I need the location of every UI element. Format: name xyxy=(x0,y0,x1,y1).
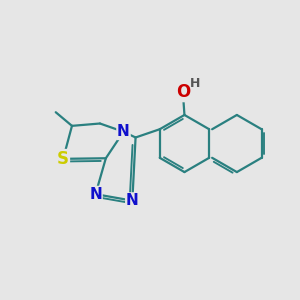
Text: N: N xyxy=(117,124,130,139)
Text: H: H xyxy=(190,77,200,90)
Text: N: N xyxy=(89,187,102,202)
Text: S: S xyxy=(57,150,69,168)
Text: N: N xyxy=(126,193,139,208)
Text: O: O xyxy=(176,83,190,101)
